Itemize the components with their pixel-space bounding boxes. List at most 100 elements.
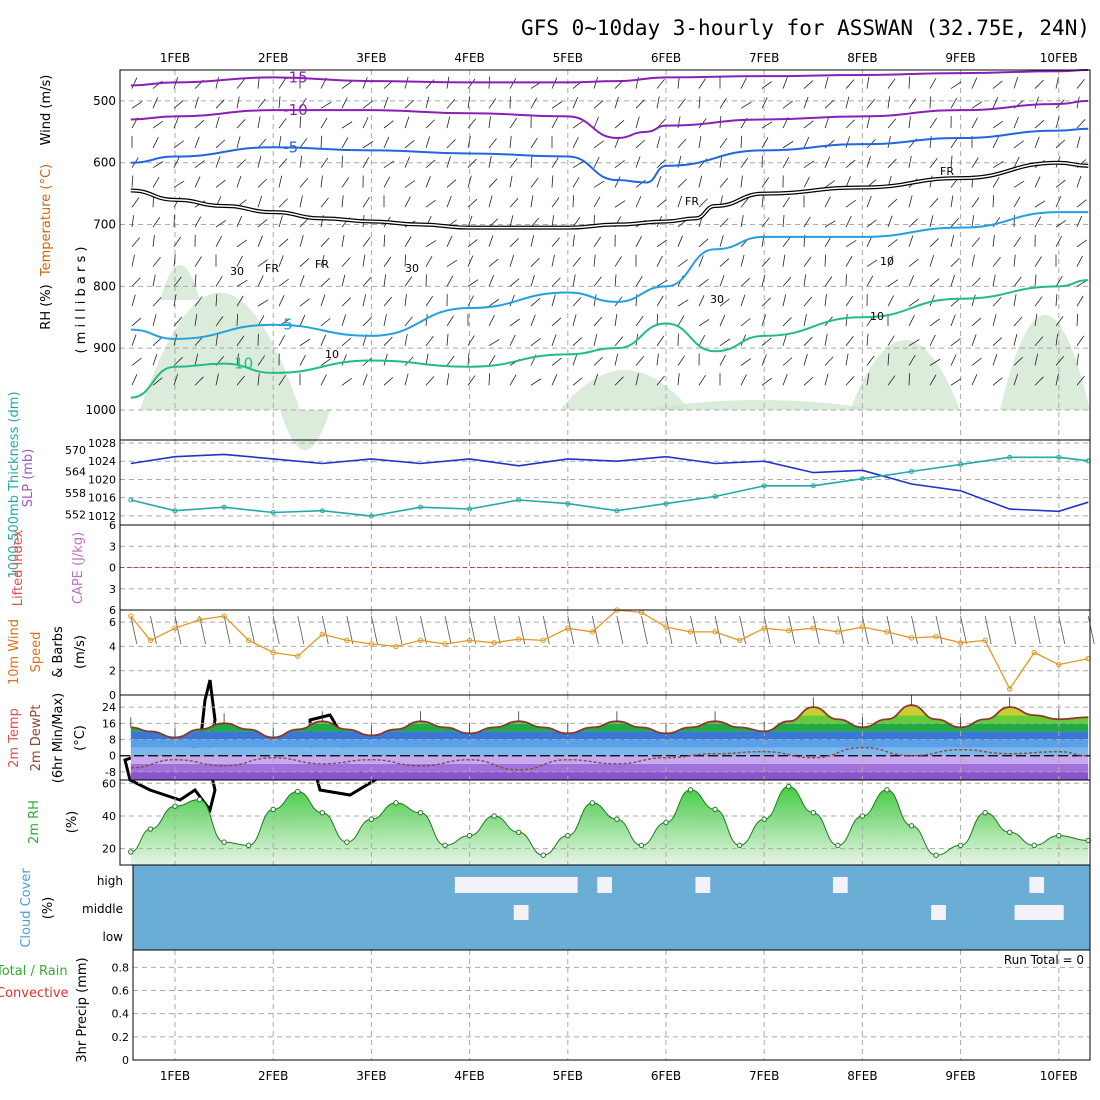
wind-barb bbox=[866, 99, 876, 109]
thickness-point bbox=[467, 506, 473, 512]
wind-barb bbox=[761, 177, 770, 188]
wind-barb bbox=[383, 120, 394, 129]
wind-barb bbox=[803, 296, 813, 307]
wind-barb bbox=[635, 139, 646, 149]
wind-barb bbox=[404, 116, 410, 129]
wind-barb bbox=[530, 195, 534, 208]
wind-barb bbox=[299, 195, 303, 208]
wind-barb bbox=[971, 374, 978, 386]
wind-barb bbox=[866, 156, 871, 168]
wind-barb bbox=[677, 259, 688, 267]
contour-annotation: 10 bbox=[870, 310, 884, 323]
wind-speed-point bbox=[172, 625, 178, 631]
temp-axis-label-3: (6hr Min/Max) bbox=[51, 693, 66, 783]
bottom-day-label: 2FEB bbox=[258, 1069, 288, 1083]
wind-barb bbox=[782, 236, 791, 248]
rh-point bbox=[1056, 832, 1062, 839]
wind-barb bbox=[803, 136, 810, 149]
wind-barb bbox=[761, 337, 772, 347]
wind-barb bbox=[194, 256, 202, 267]
wind-barb bbox=[404, 99, 415, 109]
wind-barb bbox=[278, 175, 283, 188]
wind-barb bbox=[215, 116, 220, 129]
wind-barb bbox=[320, 374, 327, 386]
stability-tick-label: 6 bbox=[109, 604, 116, 617]
wind-barb bbox=[866, 259, 878, 267]
wind-barb bbox=[173, 116, 179, 129]
wind-barb bbox=[1055, 356, 1065, 366]
wind-tick-label: 6 bbox=[109, 616, 116, 629]
wind-barb bbox=[971, 117, 978, 129]
wind-barb bbox=[593, 100, 604, 109]
bottom-day-label: 6FEB bbox=[651, 1069, 681, 1083]
wind-barb bbox=[950, 235, 955, 247]
wind-barb bbox=[446, 333, 449, 346]
wind-barb bbox=[992, 257, 1001, 267]
wind-barb bbox=[1034, 136, 1040, 149]
wind-barb bbox=[152, 120, 164, 129]
wind-barb bbox=[992, 137, 999, 149]
wind-barb bbox=[1076, 335, 1085, 346]
wind-barb bbox=[173, 254, 176, 267]
wind-barb bbox=[803, 96, 809, 109]
temp-band bbox=[130, 723, 1089, 732]
surface-wind-barb bbox=[886, 615, 894, 645]
wind-barb bbox=[362, 196, 370, 208]
wind-barb bbox=[614, 376, 624, 386]
pressure-tick-label: 700 bbox=[93, 218, 116, 232]
contour-annotation: 10 bbox=[325, 348, 339, 361]
wind-barb bbox=[404, 140, 415, 149]
wind-barb bbox=[635, 99, 645, 109]
wind-barb bbox=[131, 374, 138, 386]
pressure-tick-label: 500 bbox=[93, 94, 116, 108]
wind-barb bbox=[383, 136, 390, 149]
wind-barb bbox=[530, 137, 538, 149]
wind-barb bbox=[152, 234, 155, 247]
wind-barb bbox=[803, 216, 811, 228]
wind-barb bbox=[908, 195, 913, 208]
wind-barb bbox=[215, 139, 226, 149]
wind-barb bbox=[1055, 236, 1062, 247]
wind-barb bbox=[698, 278, 709, 287]
wind-barb bbox=[215, 219, 227, 228]
rh-point bbox=[786, 783, 792, 790]
wind-barb bbox=[467, 335, 475, 346]
wind-barb bbox=[320, 237, 330, 248]
wind-barb bbox=[362, 294, 367, 307]
panel-frame bbox=[132, 949, 1091, 1061]
wind-barb bbox=[131, 77, 138, 89]
thickness-point bbox=[909, 469, 914, 475]
wind-barb bbox=[992, 195, 995, 208]
wind-barb bbox=[593, 356, 603, 366]
wind-barb bbox=[908, 258, 919, 267]
wind-barb bbox=[467, 158, 477, 168]
wind-barb bbox=[1076, 215, 1083, 228]
surface-wind-barb bbox=[1058, 615, 1066, 645]
wind-speed-point bbox=[933, 634, 939, 640]
wind-barb bbox=[866, 373, 870, 386]
temp-tick-label: 16 bbox=[102, 717, 116, 730]
wind-barb bbox=[131, 215, 135, 228]
wind-barb bbox=[614, 96, 619, 109]
wind-barb bbox=[992, 120, 1004, 129]
wind-barb bbox=[446, 116, 451, 129]
thickness-point bbox=[221, 504, 227, 510]
wind-barb bbox=[887, 78, 896, 89]
wind-barb bbox=[761, 195, 764, 208]
wind-barb bbox=[320, 101, 332, 109]
wind-barb bbox=[845, 376, 855, 386]
pressure-axis-label: ( m i l l i b a r s ) bbox=[74, 247, 89, 354]
wind-barb bbox=[992, 176, 1000, 188]
wind-barb bbox=[971, 294, 976, 307]
surface-wind-barb bbox=[493, 615, 501, 645]
wind-barb bbox=[467, 279, 479, 287]
wind-barb bbox=[908, 354, 916, 366]
wind-barb bbox=[1013, 254, 1016, 267]
rh-point bbox=[712, 806, 718, 813]
temp-band bbox=[130, 739, 1089, 748]
rh-point bbox=[933, 852, 939, 858]
wind-barb bbox=[593, 116, 599, 129]
temp-band bbox=[130, 763, 1089, 772]
wind-barb bbox=[509, 135, 512, 148]
surface-wind-panel: 0 2 4 6 bbox=[109, 607, 1095, 702]
